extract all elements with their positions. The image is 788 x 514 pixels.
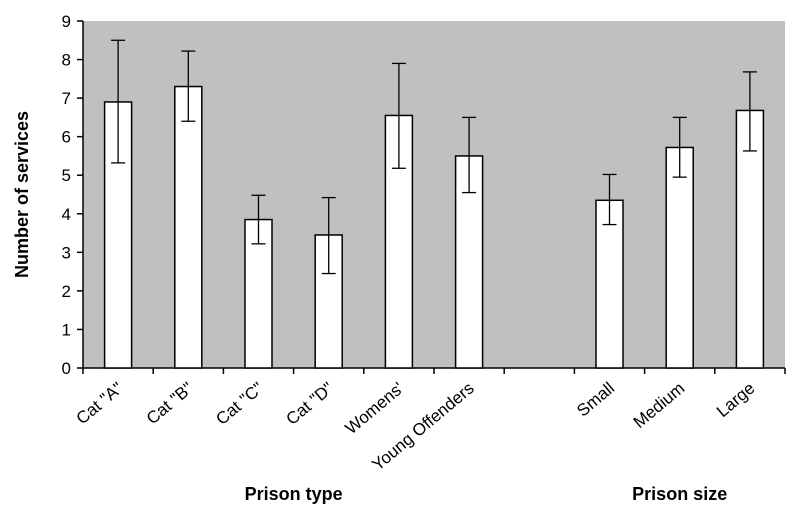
group-title: Prison size bbox=[632, 484, 727, 504]
y-tick-label: 7 bbox=[62, 89, 71, 108]
y-tick-label: 5 bbox=[62, 166, 71, 185]
bar bbox=[665, 146, 694, 369]
x-tick-label: Cat "C" bbox=[212, 379, 267, 429]
y-tick-label: 3 bbox=[62, 243, 71, 262]
group-titles: Prison type Prison size bbox=[245, 484, 728, 504]
y-tick-label: 9 bbox=[62, 12, 71, 31]
y-tick-label: 1 bbox=[62, 320, 71, 339]
y-tick-label: 4 bbox=[62, 205, 71, 224]
x-tick-label: Small bbox=[573, 379, 618, 421]
y-tick-label: 6 bbox=[62, 128, 71, 147]
x-tick-label: Womens' bbox=[342, 379, 408, 439]
y-tick-label: 8 bbox=[62, 51, 71, 70]
bar-series bbox=[103, 39, 765, 369]
x-tick-label: Cat "A" bbox=[73, 379, 127, 429]
y-axis-title: Number of services bbox=[12, 111, 32, 278]
x-tick-label: Medium bbox=[630, 379, 689, 432]
x-tick-label: Cat "B" bbox=[143, 379, 197, 429]
x-tick-label: Large bbox=[713, 379, 759, 422]
bar bbox=[735, 109, 765, 369]
y-axis: 0 1 2 3 4 5 6 7 8 9 bbox=[62, 12, 84, 378]
bar bbox=[595, 199, 624, 369]
group-title: Prison type bbox=[245, 484, 343, 504]
bar bbox=[174, 85, 203, 369]
y-tick-label: 0 bbox=[62, 359, 71, 378]
x-tick-label: Cat "D" bbox=[283, 379, 338, 429]
y-tick-label: 2 bbox=[62, 282, 71, 301]
x-axis: Cat "A" Cat "B" Cat "C" Cat "D" Womens'Young… bbox=[73, 367, 786, 474]
